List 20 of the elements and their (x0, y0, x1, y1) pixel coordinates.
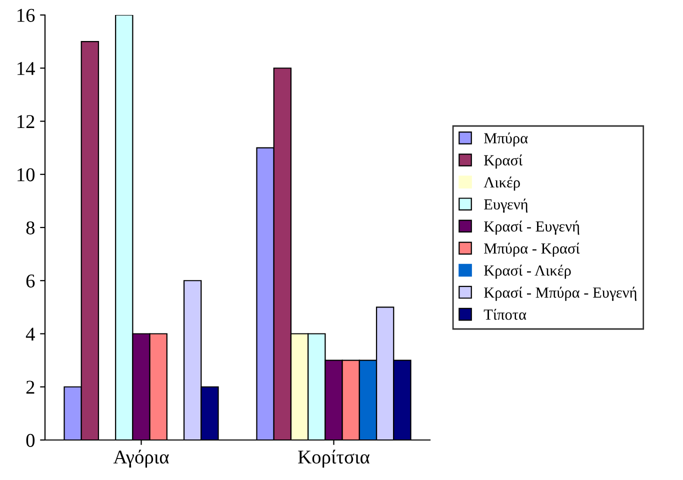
x-tick-label: Αγόρια (113, 450, 169, 468)
y-tick-label: 14 (18, 62, 35, 75)
legend-label: Κρασί - Μπύρα - Ευγενή (484, 286, 636, 301)
legend-label: Κρασί - Ευγενή (484, 220, 580, 235)
legend-label: Κρασί - Λικέρ (484, 264, 571, 279)
legend-label: Μπύρα (484, 132, 528, 147)
legend-label: Λικέρ (484, 176, 520, 191)
y-tick-label: 12 (18, 115, 34, 128)
y-tick-label: 16 (18, 8, 35, 22)
y-tick-label: 8 (26, 221, 35, 234)
y-tick-label: 4 (26, 328, 35, 340)
legend-label: Μπύρα - Κρασί (484, 242, 580, 257)
x-tick-label: Κορίτσια (298, 450, 370, 468)
legend-label: Τίποτα (484, 308, 526, 320)
y-tick-label: 10 (18, 168, 35, 182)
y-tick-label: 0 (26, 434, 35, 447)
y-tick-label: 6 (26, 274, 35, 288)
legend-label: Ευγενή (484, 198, 528, 213)
y-tick-label: 2 (26, 380, 34, 394)
legend-label: Κρασί (484, 154, 523, 169)
